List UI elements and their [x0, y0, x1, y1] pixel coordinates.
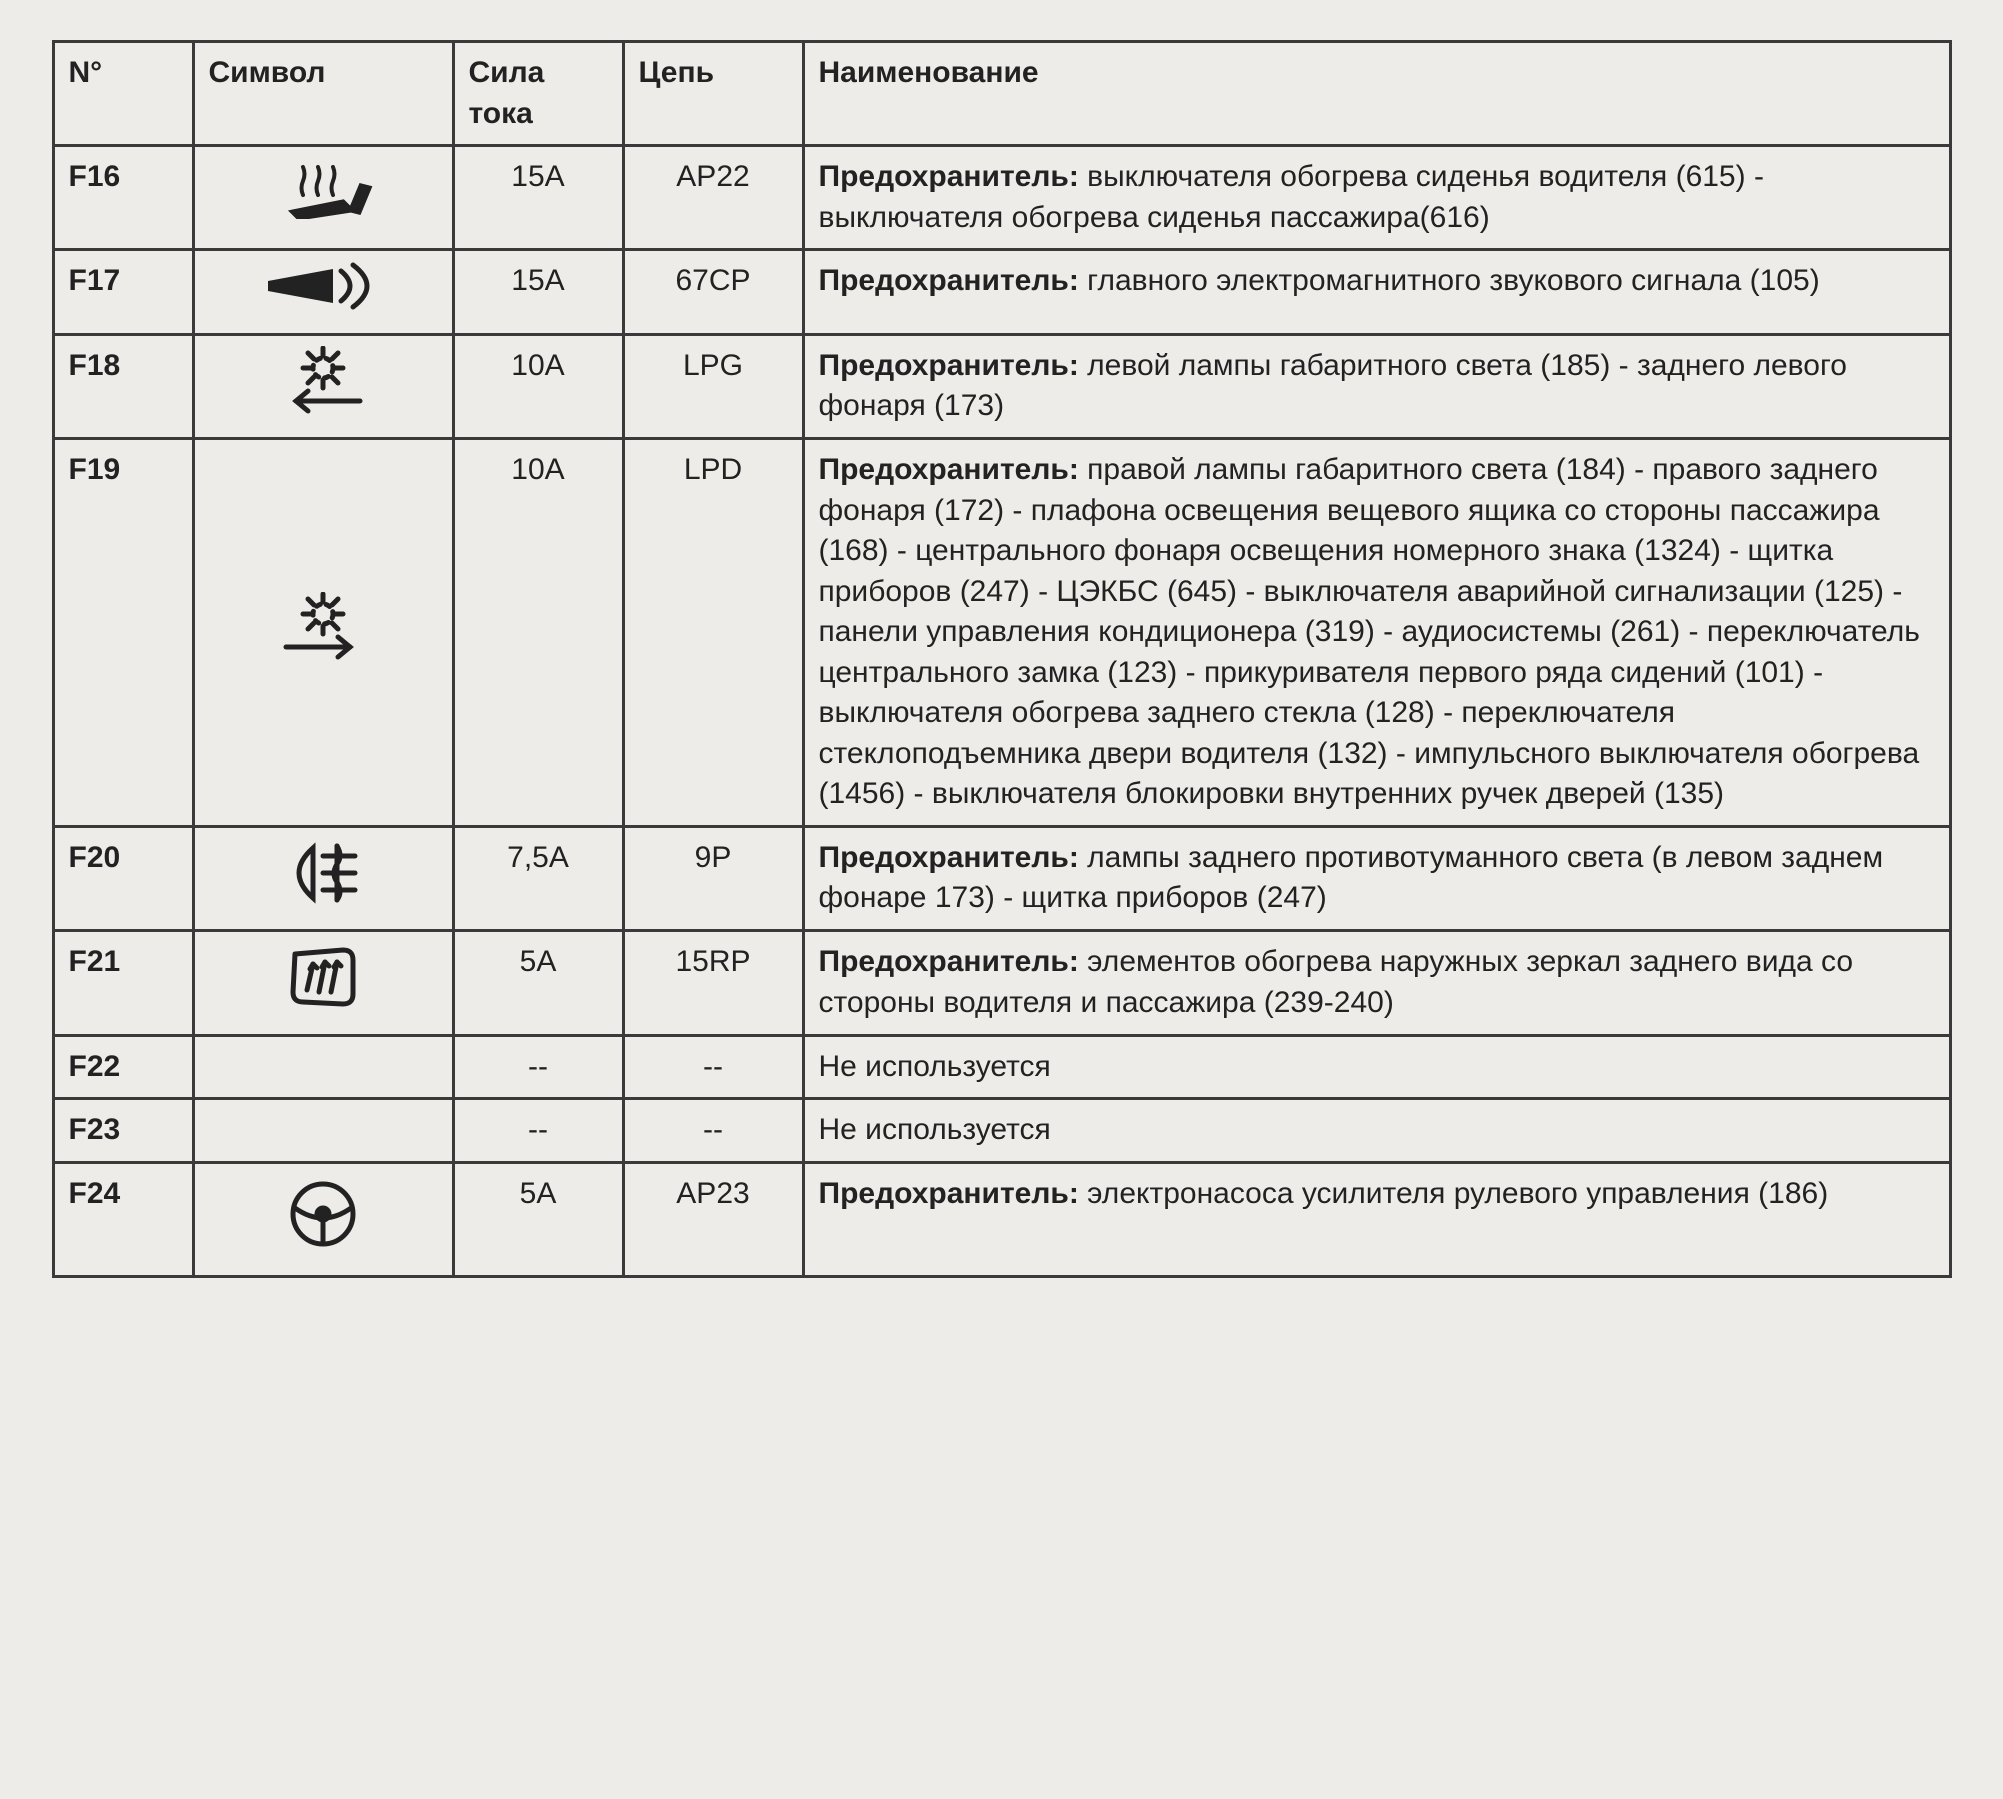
- desc-rest: правой лампы габаритного света (184) - п…: [819, 453, 1920, 810]
- cell-num: F16: [53, 146, 193, 250]
- cell-symbol: [193, 334, 453, 439]
- cell-desc: Предохранитель: лампы заднего противотум…: [803, 826, 1950, 931]
- table-row: F22 -- -- Не используется: [53, 1035, 1950, 1099]
- cell-current: 15A: [453, 250, 623, 335]
- col-header-circuit: Цепь: [623, 42, 803, 146]
- cell-current: --: [453, 1035, 623, 1099]
- table-row: F16 15A: [53, 146, 1950, 250]
- table-row: F24 5A AP23 Предохранитель: элект: [53, 1162, 1950, 1277]
- cell-circuit: LPD: [623, 439, 803, 827]
- cell-current: 7,5A: [453, 826, 623, 931]
- cell-symbol: [193, 439, 453, 827]
- cell-symbol: [193, 1099, 453, 1163]
- cell-desc: Предохранитель: выключателя обогрева сид…: [803, 146, 1950, 250]
- cell-circuit: 9P: [623, 826, 803, 931]
- desc-rest: Не используется: [819, 1050, 1051, 1083]
- cell-num: F19: [53, 439, 193, 827]
- desc-rest: главного электромагнитного звукового сиг…: [1079, 264, 1820, 297]
- desc-lead: Предохранитель:: [819, 841, 1079, 874]
- col-header-desc: Наименование: [803, 42, 1950, 146]
- cell-symbol: [193, 250, 453, 335]
- desc-lead: Предохранитель:: [819, 1177, 1079, 1210]
- table-row: F20 7,5A 9P: [53, 826, 1950, 931]
- cell-num: F24: [53, 1162, 193, 1277]
- desc-lead: Предохранитель:: [819, 349, 1079, 382]
- fuse-table-sheet: N° Символ Сила тока Цепь Наименование F1…: [52, 40, 1952, 1278]
- table-header-row: N° Символ Сила тока Цепь Наименование: [53, 42, 1950, 146]
- cell-current: --: [453, 1099, 623, 1163]
- cell-desc: Предохранитель: главного электромагнитно…: [803, 250, 1950, 335]
- table-row: F19: [53, 439, 1950, 827]
- fuse-table: N° Символ Сила тока Цепь Наименование F1…: [52, 40, 1952, 1278]
- horn-icon: [263, 261, 383, 311]
- table-row: F18: [53, 334, 1950, 439]
- cell-num: F20: [53, 826, 193, 931]
- seat-heater-icon: [273, 164, 373, 219]
- cell-circuit: --: [623, 1035, 803, 1099]
- cell-num: F23: [53, 1099, 193, 1163]
- cell-num: F22: [53, 1035, 193, 1099]
- cell-symbol: [193, 826, 453, 931]
- mirror-heater-icon: [283, 942, 363, 1012]
- cell-num: F21: [53, 931, 193, 1036]
- cell-symbol: [193, 931, 453, 1036]
- table-row: F17 15A 67CP Предохранитель: главного эл…: [53, 250, 1950, 335]
- desc-lead: Предохранитель:: [819, 945, 1079, 978]
- cell-symbol: [193, 1035, 453, 1099]
- desc-rest: Не используется: [819, 1113, 1051, 1146]
- cell-circuit: AP23: [623, 1162, 803, 1277]
- cell-circuit: --: [623, 1099, 803, 1163]
- cell-desc: Предохранитель: левой лампы габаритного …: [803, 334, 1950, 439]
- cell-desc: Не используется: [803, 1099, 1950, 1163]
- desc-lead: Предохранитель:: [819, 160, 1079, 193]
- cell-current: 15A: [453, 146, 623, 250]
- cell-symbol: [193, 1162, 453, 1277]
- cell-desc: Не используется: [803, 1035, 1950, 1099]
- desc-lead: Предохранитель:: [819, 453, 1079, 486]
- rear-fog-icon: [273, 838, 373, 908]
- col-header-current: Сила тока: [453, 42, 623, 146]
- cell-circuit: 15RP: [623, 931, 803, 1036]
- side-light-left-icon: [278, 346, 368, 416]
- desc-lead: Предохранитель:: [819, 264, 1079, 297]
- col-header-num: N°: [53, 42, 193, 146]
- cell-desc: Предохранитель: электронасоса усилителя …: [803, 1162, 1950, 1277]
- table-row: F21 5A: [53, 931, 1950, 1036]
- cell-circuit: AP22: [623, 146, 803, 250]
- cell-current: 10A: [453, 334, 623, 439]
- cell-circuit: 67CP: [623, 250, 803, 335]
- cell-desc: Предохранитель: элементов обогрева наруж…: [803, 931, 1950, 1036]
- cell-current: 5A: [453, 931, 623, 1036]
- table-row: F23 -- -- Не используется: [53, 1099, 1950, 1163]
- cell-symbol: [193, 146, 453, 250]
- cell-desc: Предохранитель: правой лампы габаритного…: [803, 439, 1950, 827]
- cell-current: 10A: [453, 439, 623, 827]
- side-light-right-icon: [278, 592, 368, 662]
- cell-num: F18: [53, 334, 193, 439]
- steering-wheel-icon: [283, 1174, 363, 1254]
- cell-current: 5A: [453, 1162, 623, 1277]
- desc-rest: электронасоса усилителя рулевого управле…: [1079, 1177, 1828, 1210]
- cell-circuit: LPG: [623, 334, 803, 439]
- col-header-symbol: Символ: [193, 42, 453, 146]
- cell-num: F17: [53, 250, 193, 335]
